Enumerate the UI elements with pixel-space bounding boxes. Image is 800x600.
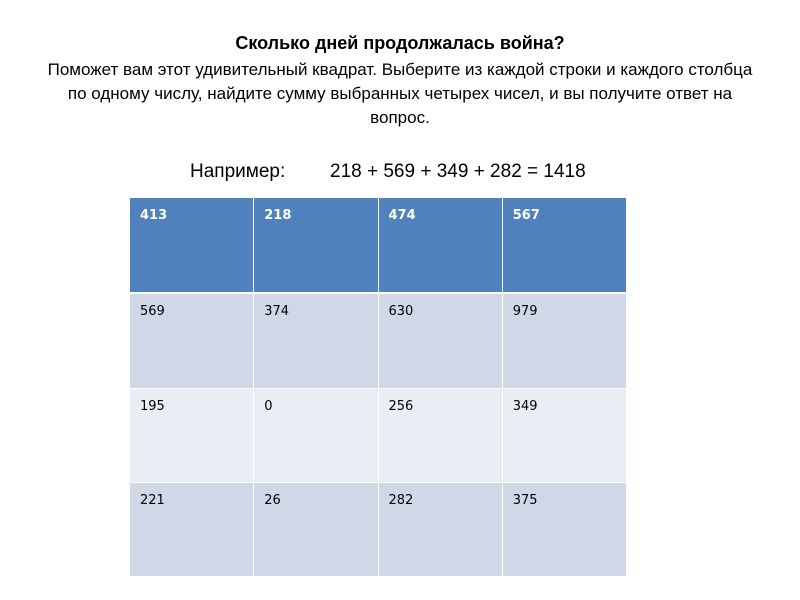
slide-title: Сколько дней продолжалась война? (235, 33, 565, 53)
example-expression: 218 + 569 + 349 + 282 = 1418 (330, 161, 586, 182)
example-line: Например: 218 + 569 + 349 + 282 = 1418 (190, 159, 586, 185)
table-row: 413 218 474 567 (128, 196, 628, 294)
table-row: 195 0 256 349 (128, 387, 628, 483)
instructions-text: Поможет вам этот удивительный квадрат. В… (47, 60, 753, 127)
table-cell: 567 (501, 196, 628, 294)
table-cell: 282 (377, 481, 503, 578)
table-cell: 221 (128, 481, 255, 578)
table-cell: 195 (128, 387, 255, 483)
table-cell: 474 (377, 196, 503, 294)
number-square-table: 413 218 474 567 569 374 630 979 195 0 25… (128, 196, 628, 578)
example-label: Например: (190, 161, 286, 182)
table-cell: 374 (253, 292, 379, 389)
table-cell: 26 (253, 481, 379, 578)
table-cell: 979 (501, 292, 628, 389)
table-cell: 375 (501, 481, 628, 578)
table-cell: 413 (128, 196, 255, 294)
table-row: 569 374 630 979 (128, 292, 628, 389)
table-cell: 349 (501, 387, 628, 483)
table-cell: 256 (377, 387, 503, 483)
table-row: 221 26 282 375 (128, 481, 628, 578)
table-cell: 569 (128, 292, 255, 389)
table-cell: 630 (377, 292, 503, 389)
table-cell: 218 (253, 196, 379, 294)
table-cell: 0 (253, 387, 379, 483)
